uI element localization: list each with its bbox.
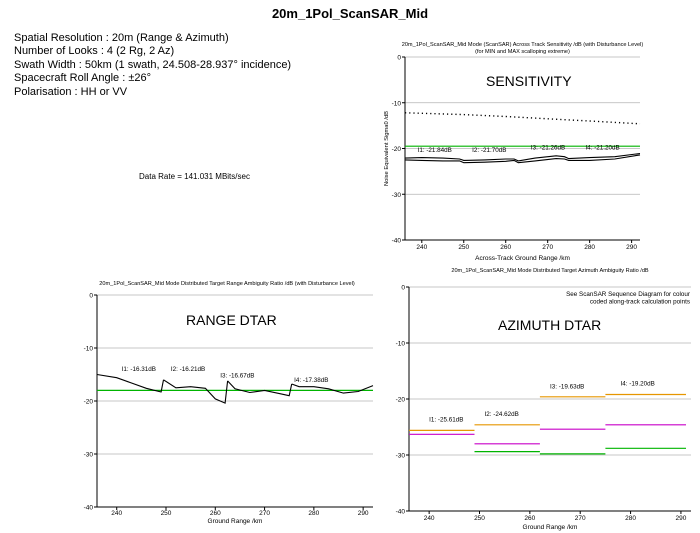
param-swath-width: Swath Width : 50km (1 swath, 24.508-28.9… [14, 58, 292, 71]
range_dtar-series-line [227, 380, 293, 397]
sensitivity-series-line [404, 154, 641, 164]
sensitivity-x-axis-label: Across-Track Ground Range /km [475, 255, 570, 262]
range_dtar-x-tick-label: 290 [358, 510, 369, 517]
azimuth_dtar-data-label: I2: -24.62dB [485, 411, 519, 418]
range_dtar-series-line [291, 383, 374, 394]
azimuth_dtar-x-axis-label: Ground Range /km [523, 524, 578, 531]
range_dtar-data-label: I4: -17.38dB [294, 377, 328, 384]
sensitivity-data-label: I1: -21.84dB [418, 147, 452, 154]
data-rate: Data Rate = 141.031 MBits/sec [139, 172, 250, 181]
param-number-of-looks: Number of Looks : 4 (2 Rg, 2 Az) [14, 45, 175, 58]
range_dtar-x-tick-label: 280 [308, 510, 319, 517]
sensitivity-series-line [404, 112, 641, 125]
azimuth_dtar-y-tick-label: 0 [401, 285, 405, 292]
azimuth_dtar-y-tick-label: -20 [396, 397, 406, 404]
sensitivity-x-tick-label: 290 [626, 244, 637, 251]
azimuth_dtar-overlay-label: AZIMUTH DTAR [498, 317, 601, 333]
azimuth_dtar-x-tick-label: 240 [424, 515, 435, 522]
mode-parameters: Spatial Resolution : 20m (Range & Azimut… [14, 32, 291, 99]
range_dtar-overlay-label: RANGE DTAR [186, 312, 277, 328]
range_dtar-x-axis-label: Ground Range /km [208, 518, 263, 525]
range_dtar-y-tick-label: 0 [89, 293, 93, 300]
range_dtar-series-line [96, 373, 165, 393]
azimuth_dtar-chart-title: 20m_1Pol_ScanSAR_Mid Mode Distributed Ta… [451, 268, 649, 274]
azimuth_dtar-y-tick-label: -30 [396, 453, 406, 460]
range_dtar-data-label: I3: -16.67dB [220, 373, 254, 380]
sensitivity-data-label: I4: -21.20dB [585, 144, 619, 151]
range_dtar-series-line [163, 379, 229, 404]
range_dtar-chart-title: 20m_1Pol_ScanSAR_Mid Mode Distributed Ta… [99, 281, 355, 287]
page-title: 20m_1Pol_ScanSAR_Mid [271, 6, 429, 21]
param-polarisation: Polarisation : HH or VV [14, 85, 128, 98]
azimuth_dtar-x-tick-label: 290 [675, 515, 686, 522]
sensitivity-y-tick-label: -40 [392, 238, 402, 245]
azimuth_dtar-data-label: I4: -19.20dB [621, 381, 655, 388]
azimuth_dtar-y-tick-label: -40 [396, 509, 406, 516]
range_dtar-data-label: I1: -16.31dB [122, 366, 156, 373]
range_dtar-y-tick-label: -20 [84, 399, 94, 406]
range_dtar-x-tick-label: 260 [210, 510, 221, 517]
sensitivity-x-tick-label: 270 [542, 244, 553, 251]
sensitivity-overlay-label: SENSITIVITY [486, 73, 572, 89]
sensitivity-y-tick-label: -20 [392, 146, 402, 153]
azimuth_dtar-x-tick-label: 270 [575, 515, 586, 522]
azimuth_dtar-data-label: I3: -19.63dB [550, 383, 584, 390]
param-roll-angle: Spacecraft Roll Angle : ±26° [14, 72, 152, 85]
sensitivity-y-tick-label: -30 [392, 192, 402, 199]
sensitivity-y-axis-label: Noise Equivalent Sigma0 /dB [384, 111, 390, 186]
range_dtar-x-tick-label: 240 [111, 510, 122, 517]
azimuth_dtar-x-tick-label: 250 [474, 515, 485, 522]
range_dtar-y-tick-label: -30 [84, 452, 94, 459]
sensitivity-x-tick-label: 250 [458, 244, 469, 251]
range_dtar-y-tick-label: -10 [84, 346, 94, 353]
sensitivity-series-line [404, 152, 641, 162]
range_dtar-x-tick-label: 250 [161, 510, 172, 517]
azimuth_dtar-y-tick-label: -10 [396, 341, 406, 348]
range_dtar-y-tick-label: -40 [84, 505, 94, 512]
param-spatial-resolution: Spatial Resolution : 20m (Range & Azimut… [14, 32, 229, 44]
sensitivity-data-label: I2: -21.70dB [472, 147, 506, 154]
azimuth_dtar-x-tick-label: 260 [524, 515, 535, 522]
azimuth_dtar-note-line: See ScanSAR Sequence Diagram for colour [566, 291, 690, 298]
azimuth_dtar-data-label: I1: -25.61dB [429, 416, 463, 423]
sensitivity-x-tick-label: 240 [416, 244, 427, 251]
sensitivity-data-label: I3: -21.26dB [531, 144, 565, 151]
azimuth_dtar-x-tick-label: 280 [625, 515, 636, 522]
range_dtar-x-tick-label: 270 [259, 510, 270, 517]
sensitivity-x-tick-label: 280 [584, 244, 595, 251]
sensitivity-chart-title: 20m_1Pol_ScanSAR_Mid Mode (ScanSAR) Acro… [402, 42, 644, 48]
sensitivity-x-tick-label: 260 [500, 244, 511, 251]
azimuth_dtar-note-line: coded along-track calculation points [590, 299, 690, 306]
range_dtar-data-label: I2: -16.21dB [171, 366, 205, 373]
sensitivity-y-tick-label: 0 [397, 55, 401, 62]
sensitivity-chart-subtitle: (for MIN and MAX scalloping extreme) [475, 49, 570, 55]
sensitivity-y-tick-label: -10 [392, 100, 402, 107]
